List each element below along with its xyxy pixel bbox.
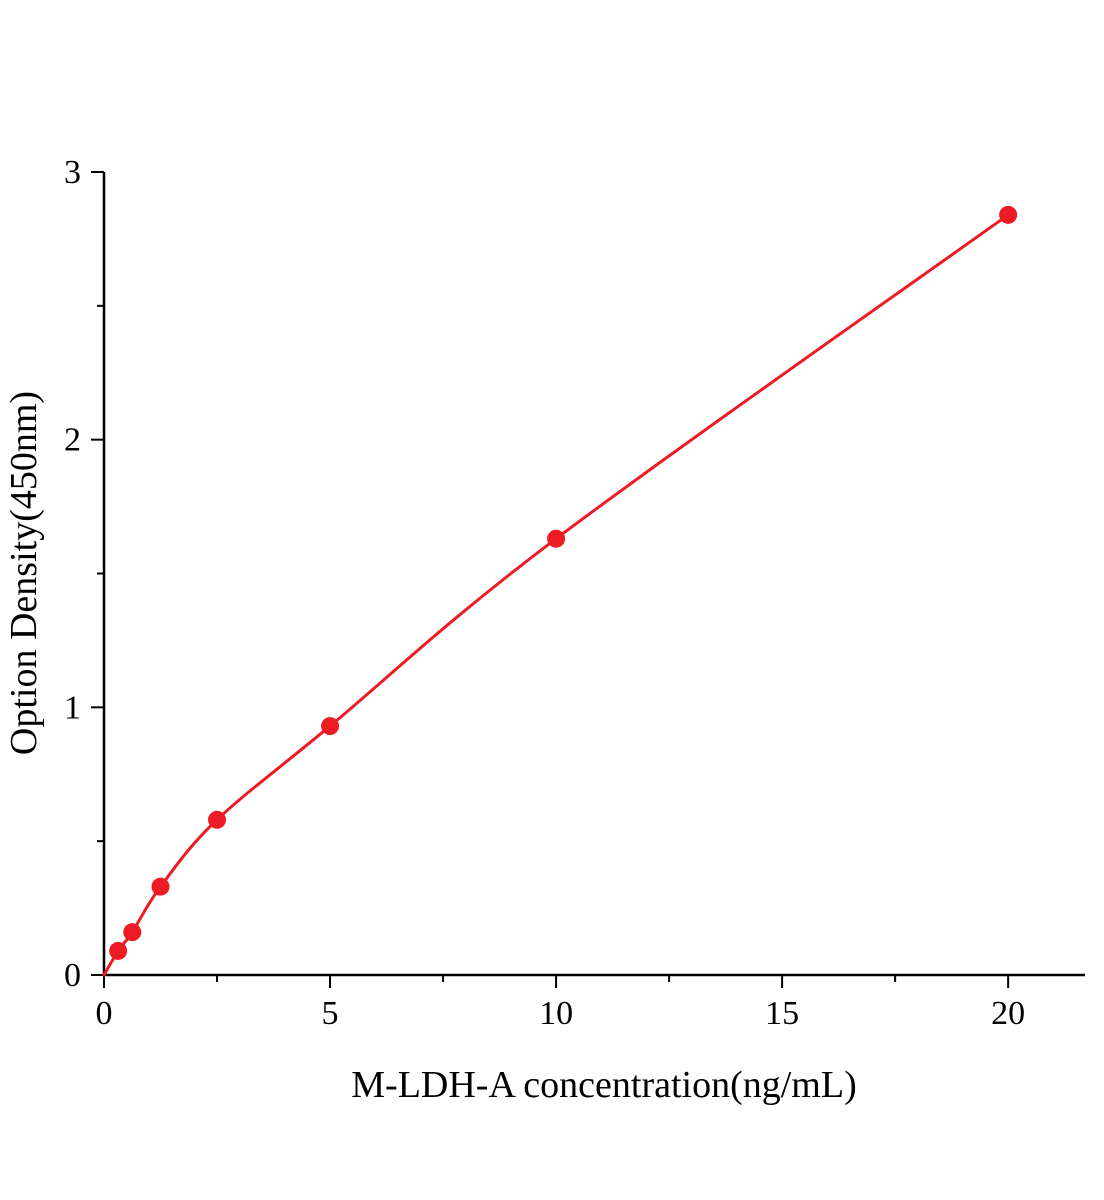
y-axis-title: Option Density(450nm) <box>3 391 45 755</box>
y-tick-label: 2 <box>64 422 81 459</box>
x-tick-label: 20 <box>991 995 1025 1032</box>
data-point-marker <box>999 205 1018 224</box>
x-tick-label: 5 <box>322 995 339 1032</box>
plot-layer: 0 5 10 15 20 0 1 2 3 <box>64 154 1085 1032</box>
data-point-marker <box>109 941 128 960</box>
data-point-marker <box>547 529 566 548</box>
data-point-marker <box>151 877 170 896</box>
x-tick-label: 15 <box>765 995 799 1032</box>
data-point-marker <box>208 810 227 829</box>
data-point-marker <box>123 923 142 942</box>
standard-curve-line <box>102 213 1010 977</box>
data-point-marker <box>321 717 340 736</box>
x-axis-title: M-LDH-A concentration(ng/mL) <box>351 1064 856 1106</box>
y-tick-label: 1 <box>64 689 81 726</box>
y-tick-label: 0 <box>64 957 81 994</box>
y-tick-label: 3 <box>64 154 81 191</box>
x-tick-label: 10 <box>539 995 573 1032</box>
x-tick-label: 0 <box>96 995 113 1032</box>
